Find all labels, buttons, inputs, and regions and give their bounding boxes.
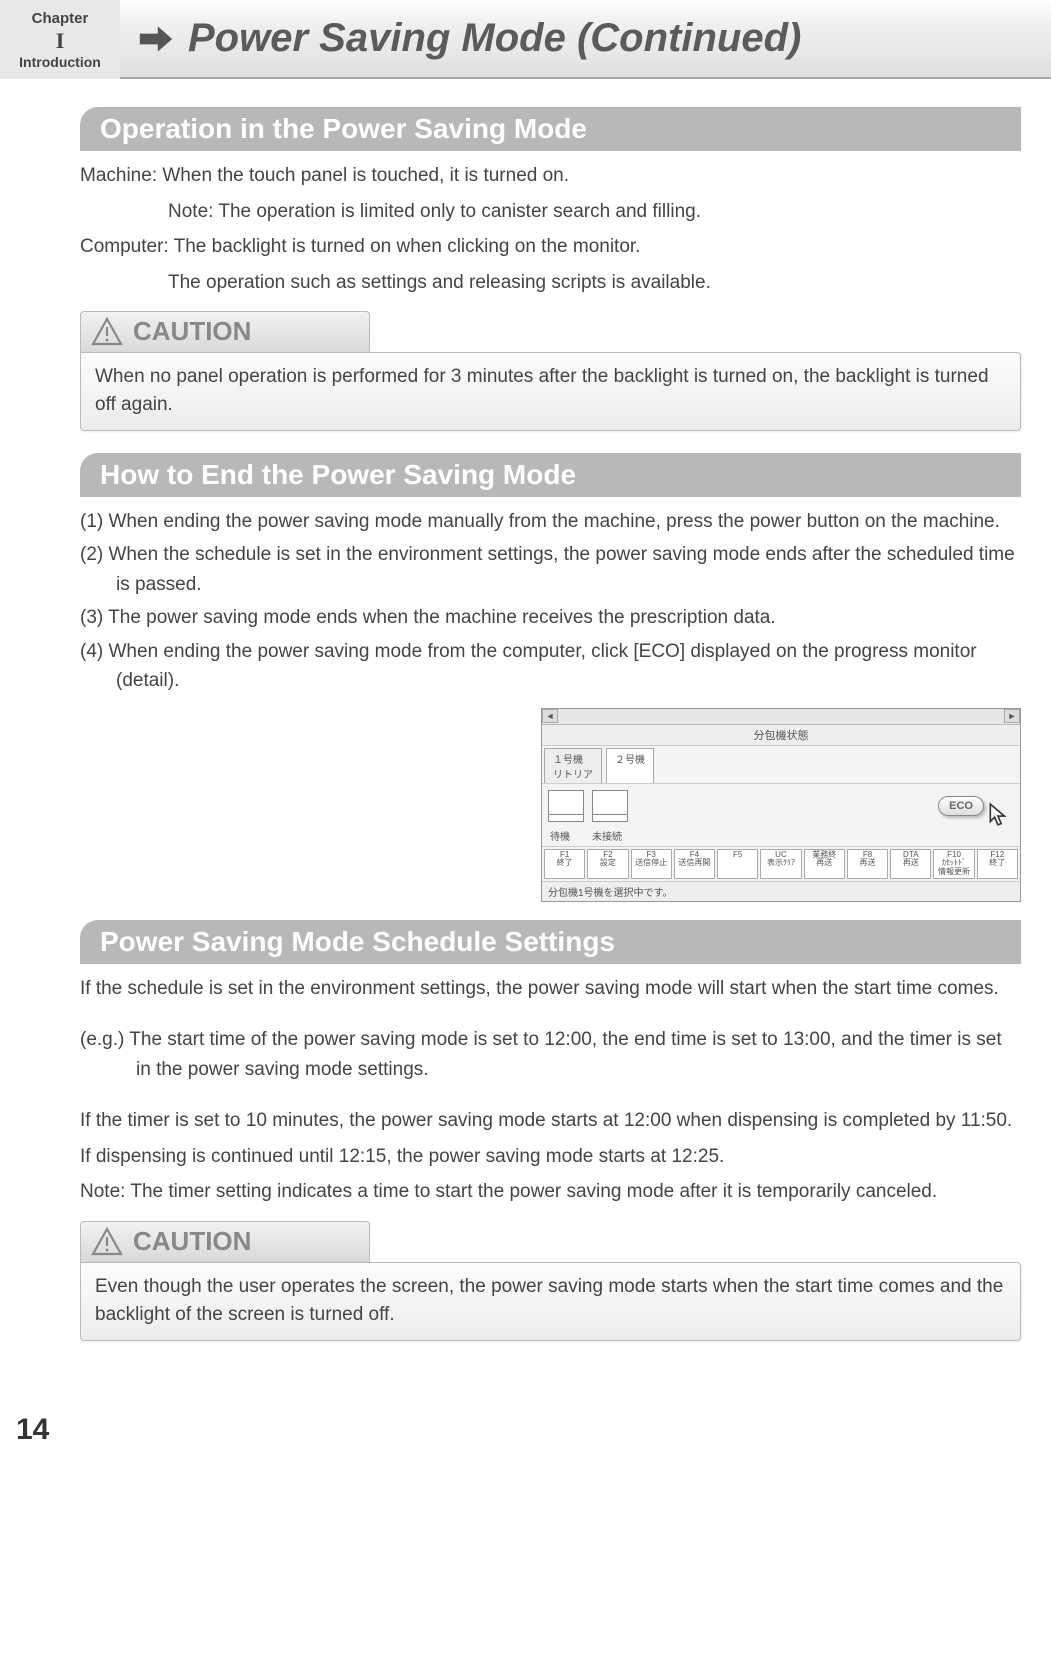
scroll-right-icon[interactable]: ► <box>1004 709 1020 723</box>
chapter-label: Chapter <box>4 10 116 28</box>
caution-header-2: CAUTION <box>80 1221 370 1262</box>
monitor-icon <box>548 790 584 822</box>
caution-box-1: CAUTION When no panel operation is perfo… <box>80 311 1021 431</box>
scrollbar: ◄ ► <box>542 709 1020 725</box>
section-operation-heading: Operation in the Power Saving Mode <box>100 113 1005 145</box>
end-item-4: (4) When ending the power saving mode fr… <box>80 637 1021 696</box>
end-item-3: (3) The power saving mode ends when the … <box>80 603 1021 632</box>
scroll-left-icon[interactable]: ◄ <box>542 709 558 723</box>
section-schedule-heading: Power Saving Mode Schedule Settings <box>100 926 1005 958</box>
caution-label-2: CAUTION <box>133 1226 251 1257</box>
fkey[interactable]: UC 表示ｸﾘｱ <box>760 849 801 879</box>
fkey[interactable]: F2 設定 <box>587 849 628 879</box>
caution-body-1: When no panel operation is performed for… <box>80 352 1021 431</box>
eco-button[interactable]: ECO <box>938 796 984 816</box>
function-keys-row: F1 終了 F2 設定 F3 送信停止 F4 送信再開 F5 UC 表示ｸﾘｱ … <box>542 847 1020 882</box>
caution-box-2: CAUTION Even though the user operates th… <box>80 1221 1021 1341</box>
page-header: Chapter I Introduction Power Saving Mode… <box>0 0 1051 79</box>
status-label-2: 未接続 <box>592 828 622 843</box>
fkey[interactable]: F5 <box>717 849 758 879</box>
section-end-header: How to End the Power Saving Mode <box>80 453 1021 497</box>
fkey[interactable]: F8 再送 <box>847 849 888 879</box>
fkey[interactable]: F10 ｶｾｯﾄﾄﾞ 情報更新 <box>933 849 974 879</box>
tab-machine-1[interactable]: １号機 リトリア <box>544 748 602 783</box>
fkey[interactable]: F3 送信停止 <box>631 849 672 879</box>
screenshot-title: 分包機状態 <box>542 725 1020 746</box>
title-bar: Power Saving Mode (Continued) <box>120 0 1051 79</box>
warning-icon <box>91 316 123 348</box>
page-number: 14 <box>0 1363 1051 1447</box>
fkey[interactable]: DTA 再送 <box>890 849 931 879</box>
schedule-p5: Note: The timer setting indicates a time… <box>80 1177 1021 1206</box>
fkey[interactable]: F4 送信再開 <box>674 849 715 879</box>
caution-header-1: CAUTION <box>80 311 370 352</box>
monitor-icon <box>592 790 628 822</box>
end-item-2: (2) When the schedule is set in the envi… <box>80 540 1021 599</box>
chapter-number: I <box>4 28 116 54</box>
section-end-heading: How to End the Power Saving Mode <box>100 459 1005 491</box>
fkey[interactable]: F12 終了 <box>977 849 1018 879</box>
fkey[interactable]: 業務終 再送 <box>804 849 845 879</box>
end-item-1: (1) When ending the power saving mode ma… <box>80 507 1021 536</box>
operation-computer-line2: The operation such as settings and relea… <box>80 268 1021 297</box>
page-title: Power Saving Mode (Continued) <box>188 16 801 61</box>
section-schedule-header: Power Saving Mode Schedule Settings <box>80 920 1021 964</box>
machine-tabs: １号機 リトリア ２号機 <box>542 746 1020 784</box>
schedule-p1: If the schedule is set in the environmen… <box>80 974 1021 1003</box>
arrow-right-icon <box>138 23 174 55</box>
schedule-p3: If the timer is set to 10 minutes, the p… <box>80 1106 1021 1135</box>
operation-machine-line: Machine: When the touch panel is touched… <box>80 161 1021 190</box>
caution-label-1: CAUTION <box>133 316 251 347</box>
schedule-p4: If dispensing is continued until 12:15, … <box>80 1142 1021 1171</box>
warning-icon <box>91 1226 123 1258</box>
tab-machine-2[interactable]: ２号機 <box>606 748 654 783</box>
progress-monitor-screenshot: ◄ ► 分包機状態 １号機 リトリア ２号機 ECO 待機 未接続 F1 終了 … <box>541 708 1021 902</box>
operation-machine-note: Note: The operation is limited only to c… <box>80 197 1021 226</box>
operation-computer-line: Computer: The backlight is turned on whe… <box>80 232 1021 261</box>
caution-body-2: Even though the user operates the screen… <box>80 1262 1021 1341</box>
status-bar-text: 分包機1号機を選択中です。 <box>542 882 1020 901</box>
section-operation-header: Operation in the Power Saving Mode <box>80 107 1021 151</box>
fkey[interactable]: F1 終了 <box>544 849 585 879</box>
chapter-tab: Chapter I Introduction <box>0 0 120 79</box>
chapter-subtitle: Introduction <box>4 54 116 71</box>
status-label-1: 待機 <box>550 828 570 843</box>
schedule-p2: (e.g.) The start time of the power savin… <box>80 1025 1021 1084</box>
cursor-icon <box>986 802 1012 828</box>
